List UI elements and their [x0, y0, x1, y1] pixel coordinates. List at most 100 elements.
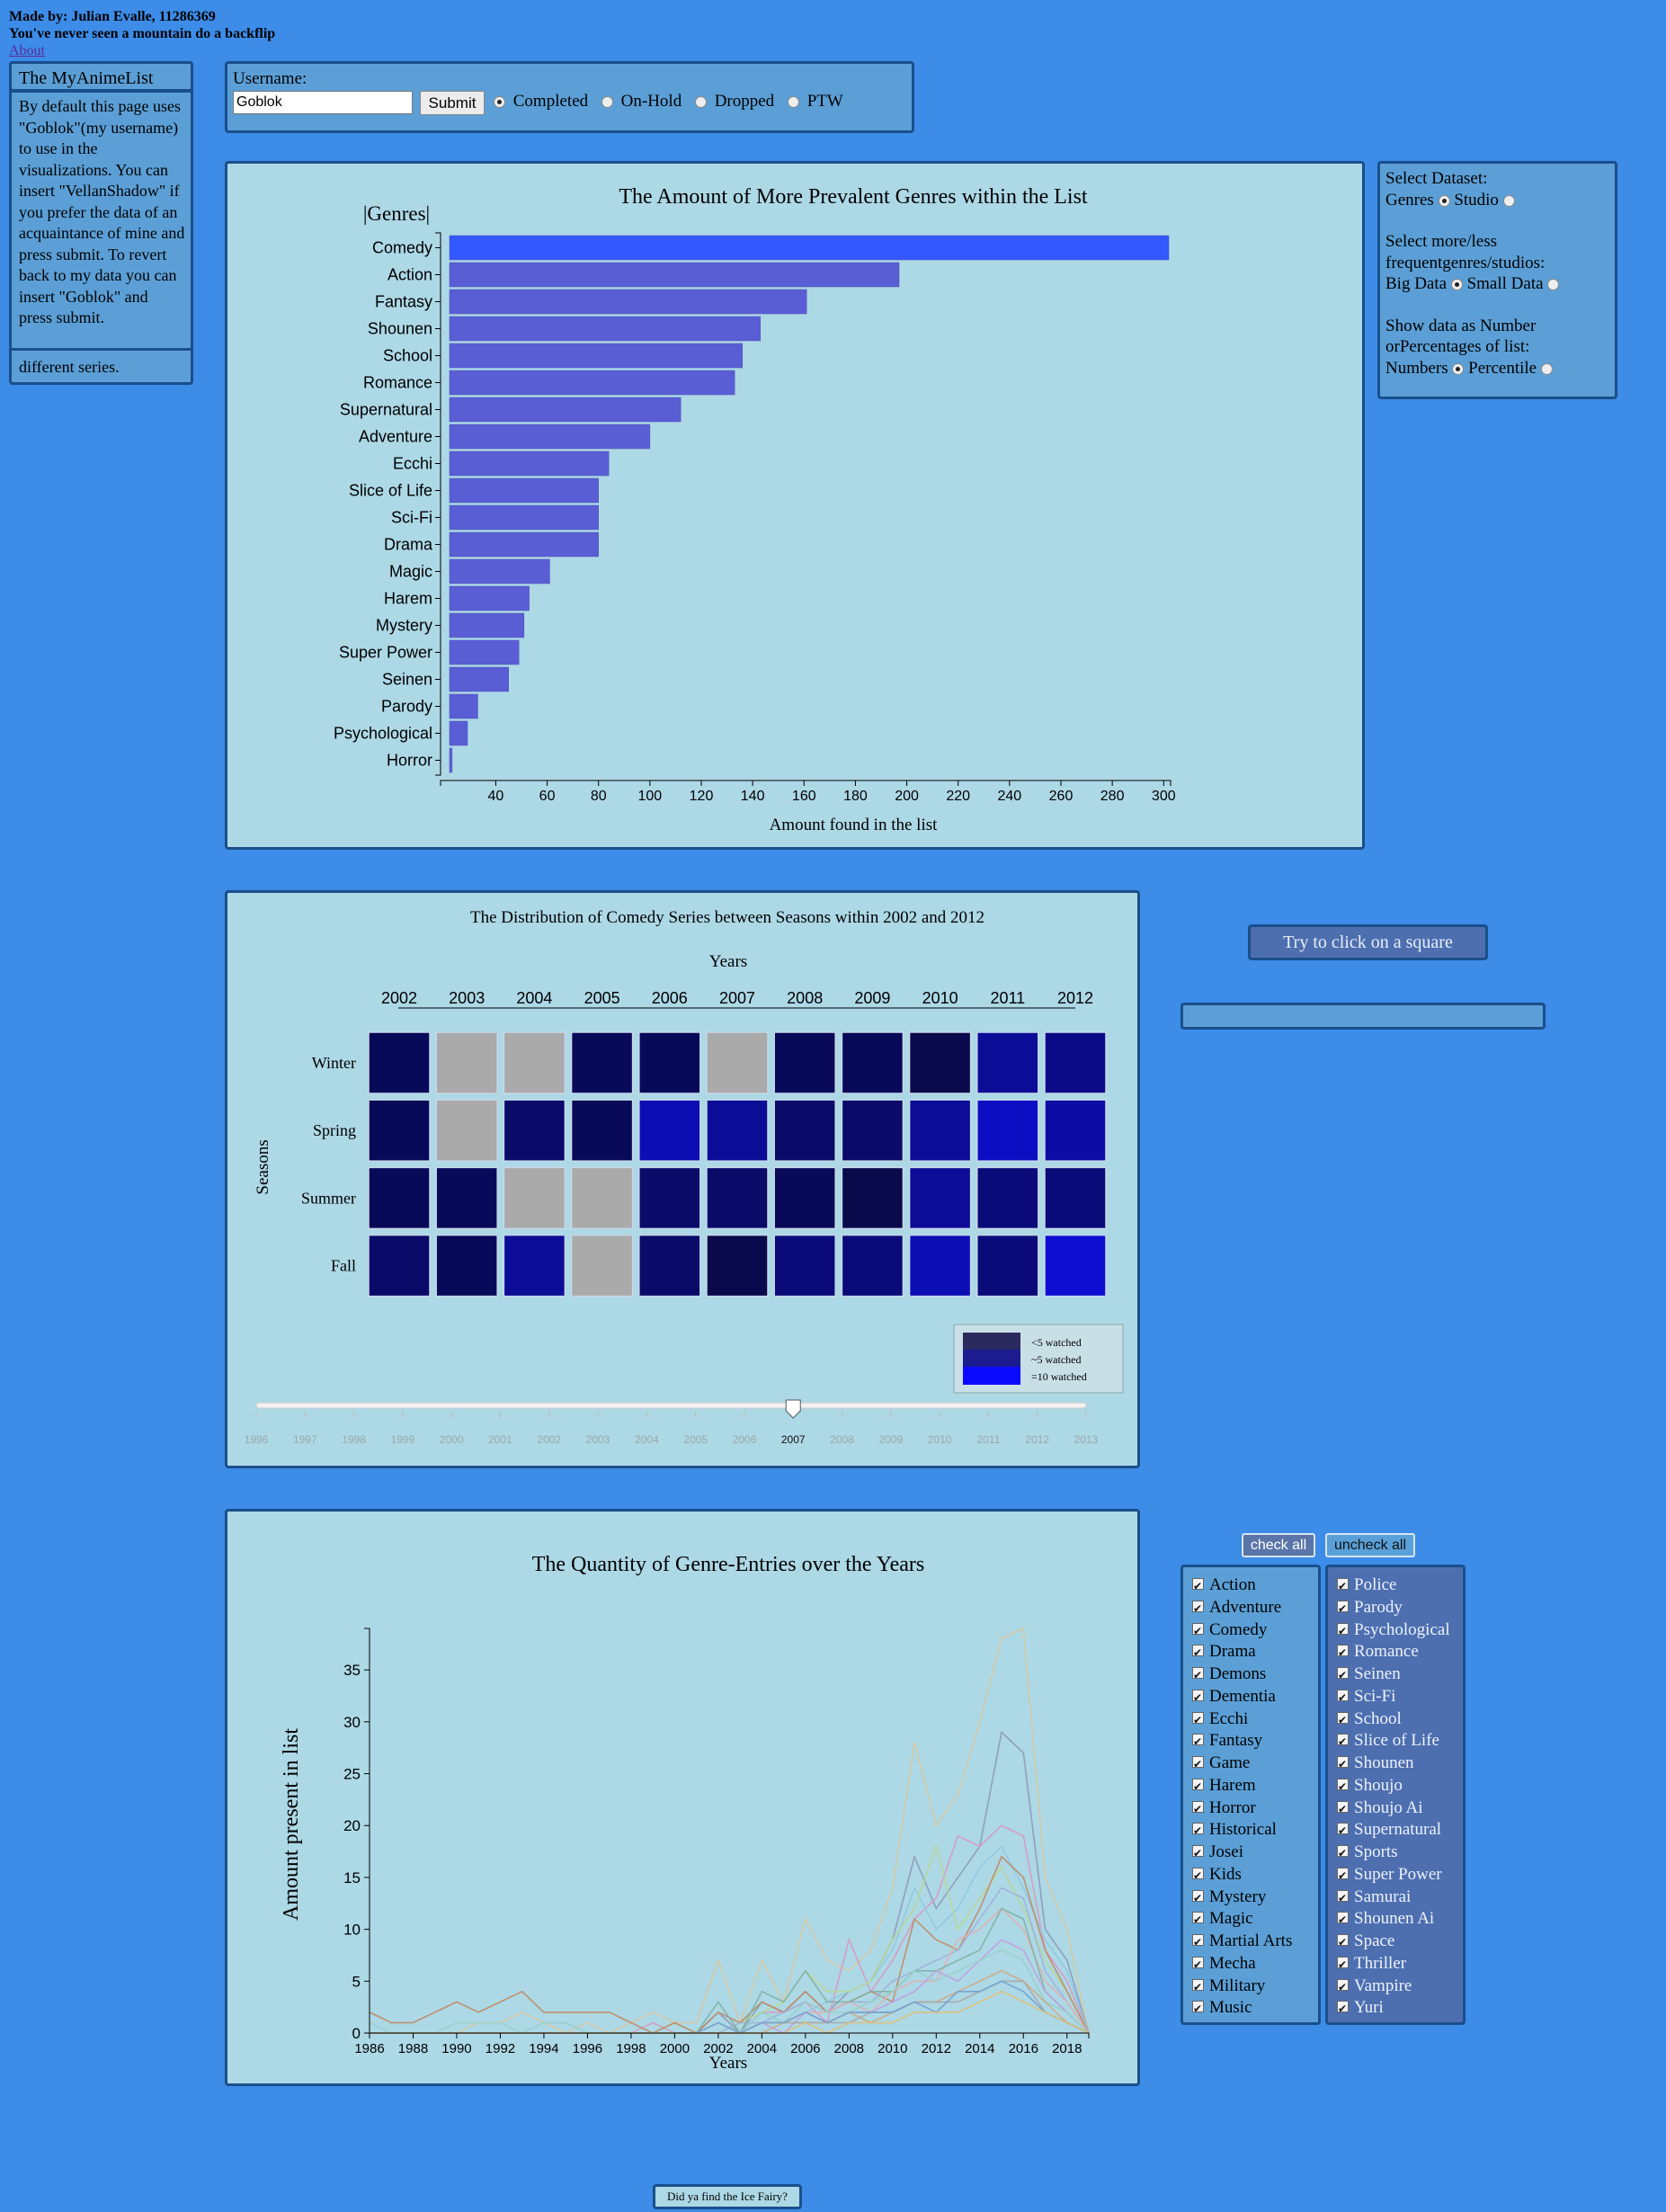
- genre-checkbox-row[interactable]: Historical: [1192, 1819, 1292, 1842]
- genres-radio[interactable]: [1438, 194, 1450, 207]
- genre-bar[interactable]: [449, 720, 468, 746]
- ptw-radio[interactable]: [787, 96, 799, 109]
- heatmap-cell[interactable]: [706, 1099, 769, 1162]
- genre-bar[interactable]: [449, 531, 599, 557]
- genre-checkbox-row[interactable]: Shounen: [1337, 1753, 1450, 1776]
- heatmap-cell[interactable]: [773, 1031, 836, 1094]
- genre-bar[interactable]: [449, 639, 520, 665]
- genre-checkbox-row[interactable]: Thriller: [1337, 1953, 1450, 1976]
- genre-line[interactable]: [370, 1730, 1090, 2035]
- genre-line[interactable]: [369, 1855, 1090, 2034]
- heatmap-cell[interactable]: [976, 1234, 1039, 1298]
- genre-checkbox-row[interactable]: Shounen Ai: [1337, 1908, 1450, 1931]
- heatmap-cell[interactable]: [841, 1099, 904, 1162]
- heatmap-cell[interactable]: [638, 1099, 701, 1162]
- heatmap-cell[interactable]: [841, 1031, 904, 1094]
- genre-checkbox[interactable]: [1337, 1954, 1349, 1976]
- completed-radio[interactable]: [494, 96, 505, 109]
- heatmap-cell[interactable]: [435, 1234, 498, 1298]
- heatmap-cell[interactable]: [503, 1234, 566, 1298]
- genre-bar[interactable]: [449, 316, 761, 342]
- genre-checkbox-row[interactable]: Comedy: [1192, 1619, 1292, 1642]
- genre-line[interactable]: [370, 1844, 1090, 2034]
- genre-checkbox[interactable]: [1192, 1753, 1204, 1776]
- heatmap-cell[interactable]: [570, 1099, 634, 1162]
- genre-checkbox-row[interactable]: School: [1337, 1708, 1450, 1731]
- on-hold-radio[interactable]: [601, 96, 613, 109]
- genre-checkbox[interactable]: [1192, 1820, 1204, 1842]
- genre-checkbox[interactable]: [1337, 1687, 1349, 1709]
- genre-checkbox-row[interactable]: Kids: [1192, 1864, 1292, 1887]
- genre-checkbox-row[interactable]: Music: [1192, 1997, 1292, 2020]
- genre-bar[interactable]: [449, 397, 682, 423]
- genre-checkbox[interactable]: [1337, 1820, 1349, 1842]
- heatmap-cell[interactable]: [908, 1166, 972, 1230]
- genre-checkbox-row[interactable]: Psychological: [1337, 1619, 1450, 1642]
- heatmap-cell[interactable]: [1044, 1031, 1107, 1094]
- genre-checkbox[interactable]: [1192, 1731, 1204, 1753]
- genre-bar[interactable]: [449, 504, 599, 531]
- genre-checkbox[interactable]: [1337, 1865, 1349, 1887]
- genre-checkbox[interactable]: [1337, 1998, 1349, 2020]
- genre-bar[interactable]: [449, 235, 1170, 261]
- heatmap-cell[interactable]: [1044, 1166, 1107, 1230]
- genre-line[interactable]: [370, 1843, 1090, 2034]
- genre-checkbox-row[interactable]: Harem: [1192, 1775, 1292, 1798]
- big-data-radio[interactable]: [1450, 279, 1463, 291]
- genre-line[interactable]: [370, 1980, 1090, 2034]
- heatmap-cell[interactable]: [638, 1166, 701, 1230]
- heatmap-cell[interactable]: [976, 1031, 1039, 1094]
- genre-checkbox-row[interactable]: Shoujo: [1337, 1775, 1450, 1798]
- heatmap-cell[interactable]: [570, 1234, 634, 1298]
- heatmap-cell[interactable]: [706, 1031, 769, 1094]
- ice-fairy-button[interactable]: Did ya find the Ice Fairy?: [653, 2184, 802, 2209]
- heatmap-cell[interactable]: [503, 1031, 566, 1094]
- uncheck-all-button[interactable]: uncheck all: [1325, 1533, 1415, 1557]
- genre-checkbox-row[interactable]: Shoujo Ai: [1337, 1797, 1450, 1820]
- genre-checkbox-row[interactable]: Mystery: [1192, 1886, 1292, 1909]
- genre-checkbox-row[interactable]: Dementia: [1192, 1686, 1292, 1709]
- genre-checkbox-row[interactable]: Parody: [1337, 1597, 1450, 1620]
- username-input[interactable]: Goblok: [233, 91, 413, 114]
- genre-checkbox-row[interactable]: Space: [1337, 1931, 1450, 1954]
- heatmap-cell[interactable]: [706, 1166, 769, 1230]
- heatmap-cell[interactable]: [976, 1166, 1039, 1230]
- genre-checkbox-row[interactable]: Romance: [1337, 1641, 1450, 1664]
- heatmap-cell[interactable]: [368, 1031, 431, 1094]
- heatmap-cell[interactable]: [976, 1099, 1039, 1162]
- heatmap-cell[interactable]: [503, 1166, 566, 1230]
- genre-checkbox-row[interactable]: Martial Arts: [1192, 1931, 1292, 1954]
- genre-checkbox[interactable]: [1192, 1709, 1204, 1731]
- genre-checkbox-row[interactable]: Game: [1192, 1753, 1292, 1776]
- heatmap-cell[interactable]: [773, 1234, 836, 1298]
- genre-checkbox[interactable]: [1192, 1931, 1204, 1954]
- genre-checkbox[interactable]: [1337, 1598, 1349, 1620]
- genre-bar[interactable]: [449, 585, 530, 611]
- submit-button[interactable]: Submit: [420, 91, 485, 115]
- genre-checkbox-row[interactable]: Military: [1192, 1976, 1292, 1998]
- heatmap-cell[interactable]: [435, 1031, 498, 1094]
- genre-checkbox[interactable]: [1192, 1909, 1204, 1931]
- genre-checkbox[interactable]: [1337, 1753, 1349, 1776]
- genre-bar[interactable]: [449, 558, 550, 584]
- genre-checkbox[interactable]: [1337, 1798, 1349, 1820]
- heatmap-cell[interactable]: [773, 1099, 836, 1162]
- genre-bar[interactable]: [449, 477, 599, 504]
- heatmap-cell[interactable]: [706, 1234, 769, 1298]
- heatmap-cell[interactable]: [908, 1031, 972, 1094]
- heatmap-cell[interactable]: [570, 1166, 634, 1230]
- genre-checkbox[interactable]: [1337, 1976, 1349, 1998]
- heatmap-cell[interactable]: [435, 1166, 498, 1230]
- studio-radio[interactable]: [1502, 194, 1515, 207]
- genre-line[interactable]: [370, 1939, 1090, 2034]
- genre-line[interactable]: [370, 1627, 1090, 2034]
- genre-checkbox-row[interactable]: Action: [1192, 1574, 1292, 1598]
- genre-checkbox-row[interactable]: Josei: [1192, 1842, 1292, 1865]
- genre-checkbox-row[interactable]: Vampire: [1337, 1976, 1450, 1998]
- genre-line[interactable]: [370, 1980, 1090, 2034]
- year-slider[interactable]: 1996 1997 1998 1999 2000 2001 2002 2003 2004 2005…: [245, 1399, 1099, 1446]
- genre-checkbox-row[interactable]: Yuri: [1337, 1997, 1450, 2020]
- genre-checkbox[interactable]: [1192, 1575, 1204, 1598]
- genre-checkbox[interactable]: [1192, 1798, 1204, 1820]
- genre-bar[interactable]: [449, 450, 610, 477]
